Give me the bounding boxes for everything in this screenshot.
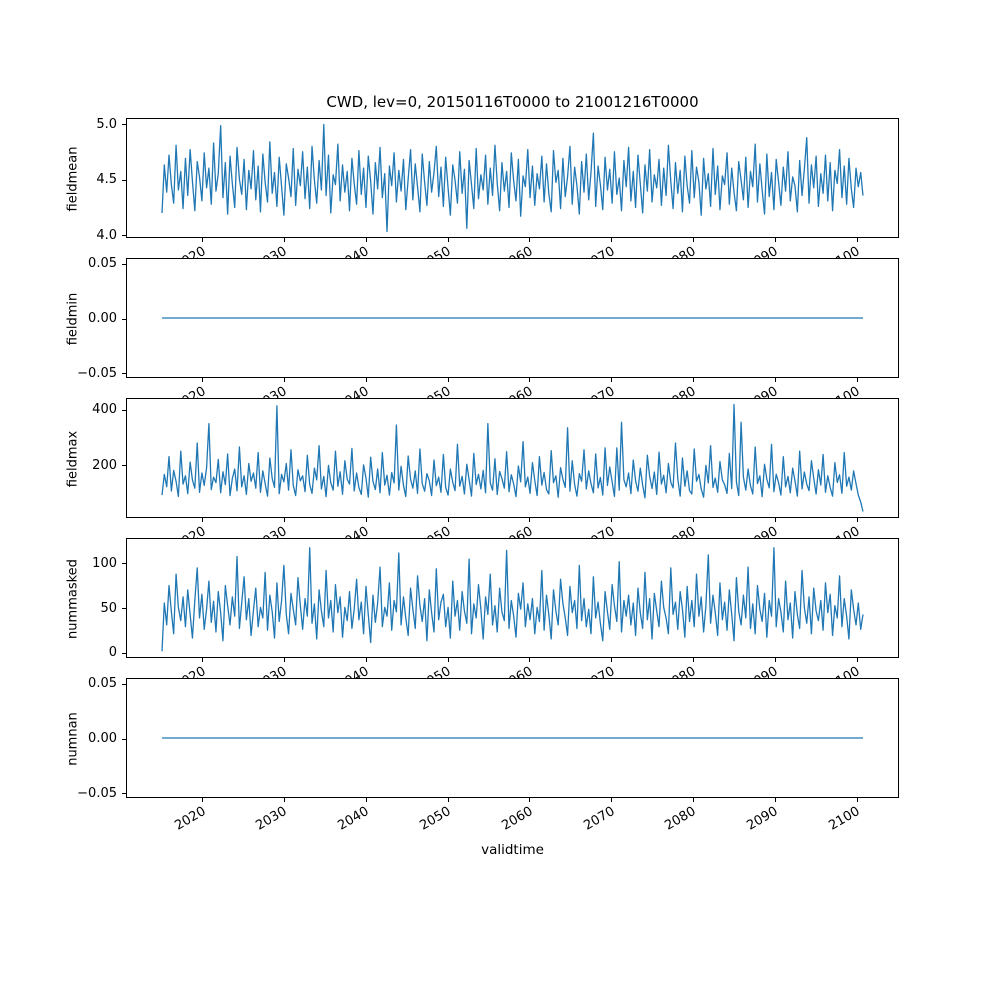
x-tick-mark bbox=[774, 798, 776, 802]
fieldmax-line bbox=[161, 403, 864, 512]
x-tick-mark bbox=[529, 238, 531, 242]
x-tick-mark bbox=[283, 658, 285, 662]
x-tick-mark bbox=[692, 378, 694, 382]
x-tick-mark bbox=[611, 238, 613, 242]
x-tick-mark bbox=[529, 658, 531, 662]
y-tick-mark bbox=[122, 124, 126, 126]
y-tick-mark bbox=[122, 235, 126, 237]
x-tick-mark bbox=[611, 658, 613, 662]
x-tick-mark bbox=[202, 238, 204, 242]
x-tick-mark bbox=[692, 798, 694, 802]
x-tick-label: 2040 bbox=[335, 804, 372, 834]
x-tick-mark bbox=[283, 238, 285, 242]
x-tick-mark bbox=[856, 238, 858, 242]
y-tick-label: 5.0 bbox=[96, 116, 117, 132]
x-tick-mark bbox=[774, 658, 776, 662]
fieldmean-line bbox=[161, 123, 864, 233]
y-tick-mark bbox=[122, 563, 126, 565]
x-tick-mark bbox=[774, 378, 776, 382]
x-tick-mark bbox=[365, 238, 367, 242]
x-tick-mark bbox=[529, 378, 531, 382]
x-tick-mark bbox=[202, 518, 204, 522]
x-tick-mark bbox=[447, 658, 449, 662]
nummasked-line bbox=[161, 547, 864, 652]
x-tick-mark bbox=[365, 798, 367, 802]
x-tick-mark bbox=[283, 378, 285, 382]
x-axis-label: validtime bbox=[481, 842, 544, 858]
x-tick-label: 2090 bbox=[744, 804, 781, 834]
nummasked-plot-area bbox=[161, 547, 864, 652]
y-tick-mark bbox=[122, 373, 126, 375]
x-tick-mark bbox=[774, 238, 776, 242]
y-tick-mark bbox=[122, 465, 126, 467]
x-tick-label: 2100 bbox=[826, 804, 863, 834]
y-tick-mark bbox=[122, 683, 126, 685]
y-tick-label: 200 bbox=[92, 457, 117, 473]
y-tick-label: −0.05 bbox=[77, 365, 117, 381]
fieldmax-plot-area bbox=[161, 403, 864, 512]
x-tick-mark bbox=[856, 798, 858, 802]
x-tick-label: 2080 bbox=[662, 804, 699, 834]
y-tick-mark bbox=[122, 409, 126, 411]
x-tick-mark bbox=[283, 518, 285, 522]
y-tick-label: 4.0 bbox=[96, 227, 117, 243]
y-tick-label: 0.00 bbox=[88, 731, 117, 746]
x-tick-mark bbox=[529, 798, 531, 802]
y-tick-label: 0.00 bbox=[88, 311, 117, 326]
x-tick-mark bbox=[611, 798, 613, 802]
x-tick-mark bbox=[447, 238, 449, 242]
x-tick-mark bbox=[692, 658, 694, 662]
y-tick-mark bbox=[122, 318, 126, 320]
y-tick-label: 100 bbox=[92, 555, 117, 571]
numnan-plot-area bbox=[162, 737, 863, 739]
x-tick-mark bbox=[611, 518, 613, 522]
y-tick-label: 4.5 bbox=[96, 172, 117, 188]
x-tick-label: 2050 bbox=[417, 804, 454, 834]
x-tick-label: 2060 bbox=[499, 804, 536, 834]
x-tick-mark bbox=[774, 518, 776, 522]
subplot-nummasked: nummasked 100500202020302040205020602070… bbox=[66, 538, 899, 694]
x-tick-label: 2020 bbox=[171, 804, 209, 834]
y-tick-mark bbox=[122, 738, 126, 740]
fieldmean-plot-area bbox=[161, 123, 864, 233]
x-tick-label: 2070 bbox=[580, 804, 618, 834]
x-tick-mark bbox=[447, 378, 449, 382]
x-tick-mark bbox=[692, 518, 694, 522]
x-tick-mark bbox=[447, 518, 449, 522]
x-tick-mark bbox=[365, 518, 367, 522]
y-tick-label: 50 bbox=[100, 600, 117, 616]
x-tick-mark bbox=[856, 658, 858, 662]
subplot-fieldmean: fieldmean 5.04.54.0202020302040205020602… bbox=[66, 117, 899, 274]
y-tick-label: −0.05 bbox=[77, 785, 117, 801]
x-tick-mark bbox=[283, 798, 285, 802]
y-tick-label: 0.05 bbox=[88, 676, 117, 692]
x-tick-mark bbox=[611, 378, 613, 382]
chart-title: CWD, lev=0, 20150116T0000 to 21001216T00… bbox=[326, 93, 699, 111]
y-tick-mark bbox=[122, 608, 126, 610]
y-tick-mark bbox=[122, 179, 126, 181]
subplot-fieldmin: fieldmin 0.050.00−0.05202020302040205020… bbox=[66, 256, 899, 414]
x-tick-mark bbox=[202, 378, 204, 382]
y-tick-mark bbox=[122, 793, 126, 795]
subplot-numnan: numnan 0.05 0.00 −0.05 2020 2030 2040 2050 2060… bbox=[66, 676, 899, 834]
subplot-fieldmax: fieldmax 4002002020203020402050206020702… bbox=[66, 398, 899, 554]
x-tick-mark bbox=[202, 658, 204, 662]
x-tick-mark bbox=[529, 518, 531, 522]
fieldmin-plot-area bbox=[162, 317, 863, 319]
y-tick-mark bbox=[122, 263, 126, 265]
x-tick-mark bbox=[365, 658, 367, 662]
x-tick-mark bbox=[856, 518, 858, 522]
x-tick-mark bbox=[856, 378, 858, 382]
x-tick-mark bbox=[692, 238, 694, 242]
y-tick-mark bbox=[122, 652, 126, 654]
y-tick-label: 0.05 bbox=[88, 256, 117, 272]
y-tick-label: 400 bbox=[92, 402, 117, 418]
x-tick-label: 2030 bbox=[253, 804, 290, 834]
x-tick-mark bbox=[447, 798, 449, 802]
x-tick-mark bbox=[202, 798, 204, 802]
x-tick-mark bbox=[365, 378, 367, 382]
y-tick-label: 0 bbox=[108, 645, 117, 661]
